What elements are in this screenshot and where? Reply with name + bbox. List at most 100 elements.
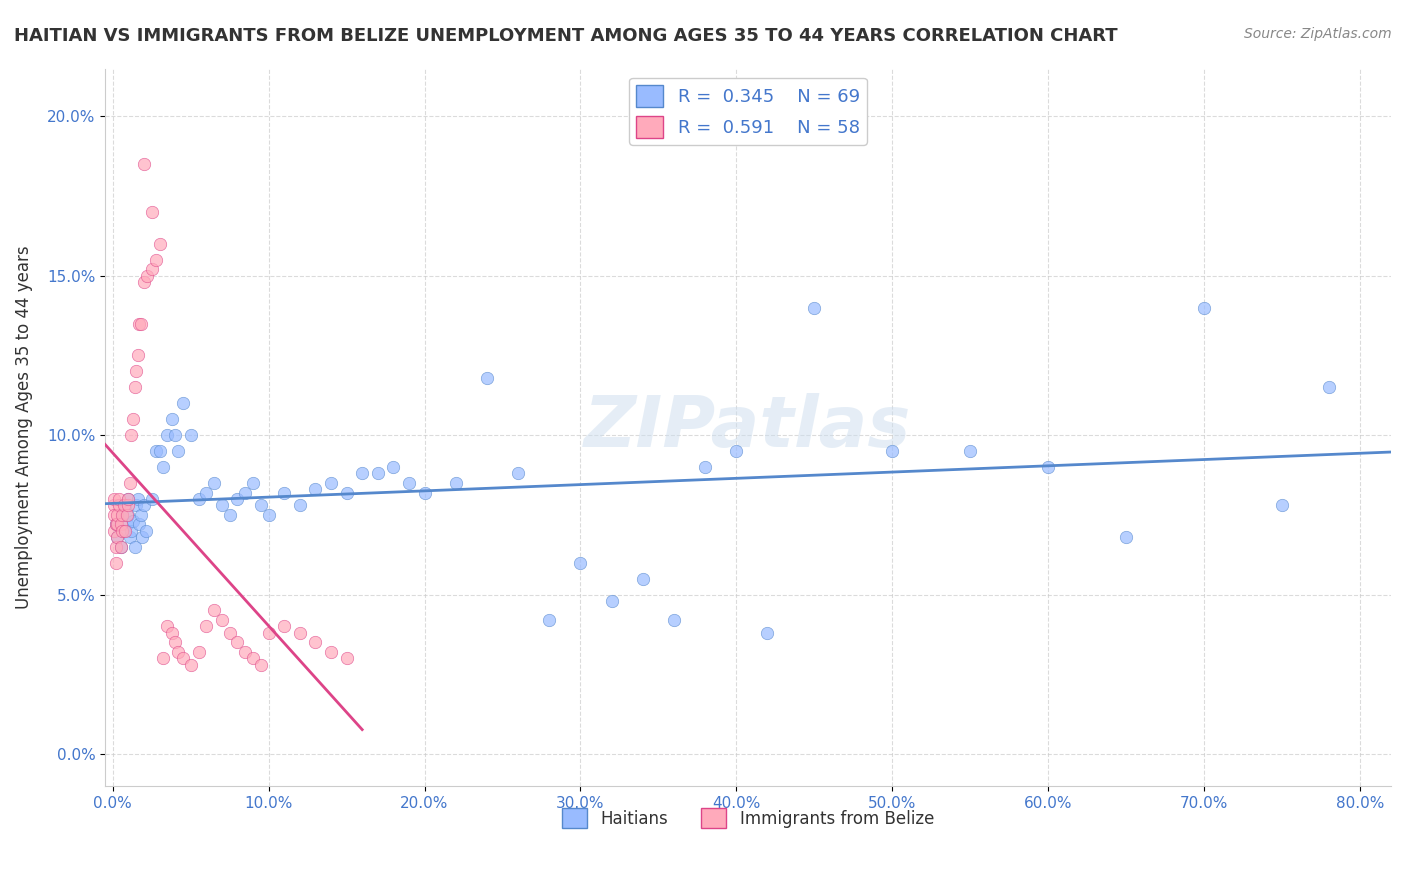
Point [233,645,256,659]
Point [131,530,153,544]
Point [112,498,135,512]
Point [257,625,280,640]
Point [180,428,202,442]
Point [398,475,420,490]
Point [250,657,273,672]
Point [413,485,436,500]
Point [117,508,139,522]
Point [288,625,311,640]
Point [141,205,163,219]
Point [288,498,311,512]
Point [108,491,131,506]
Point [319,475,342,490]
Point [211,613,233,627]
Point [273,619,295,633]
Point [226,635,249,649]
Point [111,508,134,522]
Point [187,491,209,506]
Point [124,540,146,554]
Point [165,635,187,649]
Point [233,485,256,500]
Point [118,475,141,490]
Point [167,444,190,458]
Point [125,364,148,378]
Point [132,157,155,171]
Y-axis label: Unemployment Among Ages 35 to 44 years: Unemployment Among Ages 35 to 44 years [15,245,32,609]
Point [167,645,190,659]
Point [114,524,136,538]
Point [110,540,132,554]
Point [121,524,143,538]
Point [538,613,561,627]
Point [336,651,359,665]
Point [103,491,125,506]
Point [172,396,194,410]
Point [124,380,146,394]
Point [218,625,240,640]
Point [226,491,249,506]
Point [444,475,467,490]
Point [352,467,374,481]
Point [273,485,295,500]
Point [141,262,163,277]
Point [117,498,139,512]
Point [202,475,225,490]
Point [569,556,592,570]
Point [160,625,183,640]
Point [156,619,179,633]
Point [117,491,139,506]
Point [148,236,170,251]
Point [122,412,145,426]
Point [882,444,904,458]
Point [1317,380,1340,394]
Point [160,412,183,426]
Text: ZIPatlas: ZIPatlas [585,392,911,462]
Point [367,467,389,481]
Point [111,508,134,522]
Point [115,508,138,522]
Point [1271,498,1294,512]
Point [114,498,136,512]
Point [172,651,194,665]
Point [132,275,155,289]
Point [1192,301,1215,315]
Point [145,444,167,458]
Point [725,444,748,458]
Point [202,603,225,617]
Point [112,524,135,538]
Point [242,475,264,490]
Point [382,460,405,475]
Point [136,268,159,283]
Point [211,498,233,512]
Point [122,514,145,528]
Text: HAITIAN VS IMMIGRANTS FROM BELIZE UNEMPLOYMENT AMONG AGES 35 TO 44 YEARS CORRELA: HAITIAN VS IMMIGRANTS FROM BELIZE UNEMPL… [14,27,1118,45]
Point [127,348,149,362]
Point [756,625,779,640]
Point [180,657,202,672]
Point [195,485,218,500]
Point [631,572,654,586]
Point [1036,460,1059,475]
Point [127,491,149,506]
Point [129,508,152,522]
Point [148,444,170,458]
Point [115,517,138,532]
Point [257,508,280,522]
Point [662,613,685,627]
Point [132,498,155,512]
Point [319,645,342,659]
Point [336,485,359,500]
Point [107,530,129,544]
Text: Source: ZipAtlas.com: Source: ZipAtlas.com [1244,27,1392,41]
Point [156,428,179,442]
Point [104,556,127,570]
Point [475,370,498,384]
Point [165,428,187,442]
Point [242,651,264,665]
Point [104,540,127,554]
Point [107,530,129,544]
Point [110,517,132,532]
Point [111,524,134,538]
Point [129,317,152,331]
Point [117,491,139,506]
